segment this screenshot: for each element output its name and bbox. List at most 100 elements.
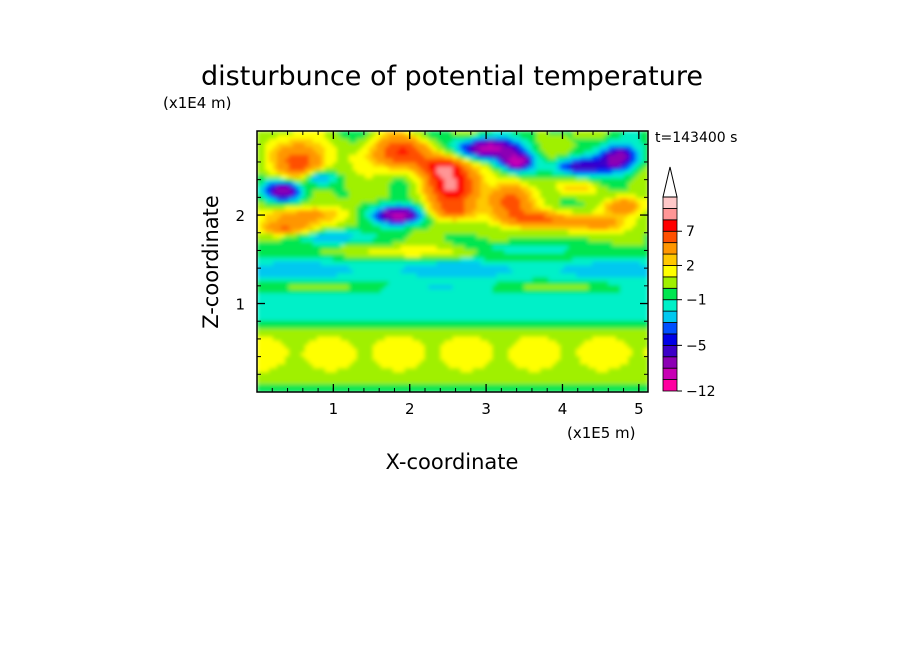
field-cell (600, 182, 605, 187)
field-cell (304, 320, 310, 326)
field-cell (260, 198, 266, 203)
field-cell (452, 245, 458, 251)
field-cell (340, 305, 346, 310)
field-cell (584, 138, 589, 144)
field-cell (548, 245, 553, 251)
field-cell (300, 178, 306, 184)
field-cell (368, 162, 374, 168)
field-cell (548, 225, 553, 231)
field-cell (516, 131, 521, 136)
field-cell (384, 297, 390, 302)
field-cell (340, 178, 346, 184)
field-cell (276, 281, 282, 286)
field-cell (292, 289, 298, 294)
field-cell (500, 277, 505, 282)
field-cell (608, 305, 613, 310)
field-cell (516, 269, 521, 274)
field-cell (304, 281, 310, 286)
field-cell (616, 182, 621, 187)
field-cell (344, 134, 350, 140)
field-cell (488, 218, 493, 223)
field-cell (444, 142, 450, 148)
field-cell (612, 297, 617, 302)
field-cell (328, 277, 334, 282)
field-cell (620, 174, 625, 180)
field-cell (444, 150, 450, 156)
field-cell (600, 289, 605, 294)
field-cell (304, 265, 310, 271)
field-cell (508, 178, 513, 184)
field-cell (508, 328, 513, 334)
field-cell (280, 166, 286, 172)
field-cell (632, 297, 637, 302)
field-cell (628, 170, 633, 176)
field-cell (308, 225, 314, 231)
field-cell (588, 194, 593, 199)
field-cell (600, 190, 605, 195)
field-cell (524, 214, 529, 219)
field-cell (636, 221, 641, 227)
field-cell (560, 138, 565, 144)
field-cell (312, 146, 318, 152)
field-cell (516, 253, 521, 259)
field-cell (344, 170, 350, 176)
field-cell (368, 316, 374, 322)
field-cell (428, 210, 434, 215)
field-cell (564, 312, 569, 318)
field-cell (476, 308, 482, 314)
field-cell (624, 301, 629, 306)
field-cell (348, 182, 354, 187)
field-cell (532, 301, 537, 306)
field-cell (400, 297, 406, 302)
field-cell (440, 265, 446, 271)
field-cell (552, 245, 557, 251)
field-cell (300, 273, 306, 278)
field-cell (260, 221, 266, 227)
field-cell (472, 174, 478, 180)
field-cell (592, 245, 597, 251)
field-cell (568, 221, 573, 227)
field-cell (460, 257, 466, 263)
field-cell (288, 237, 294, 243)
field-cell (632, 134, 637, 140)
field-cell (440, 233, 446, 239)
field-cell (504, 261, 509, 267)
field-cell (280, 158, 286, 164)
field-cell (452, 178, 458, 184)
field-cell (616, 134, 621, 140)
field-cell (644, 245, 648, 251)
field-cell (492, 261, 497, 267)
field-cell (612, 206, 617, 211)
field-cell (612, 289, 617, 294)
field-cell (440, 150, 446, 156)
field-cell (436, 312, 442, 318)
field-cell (428, 206, 434, 211)
field-cell (532, 178, 537, 184)
field-cell (360, 269, 366, 274)
field-cell (564, 324, 569, 330)
field-cell (428, 312, 434, 318)
field-cell (500, 265, 505, 271)
field-cell (380, 253, 386, 259)
field-cell (592, 249, 597, 255)
field-cell (416, 214, 422, 219)
field-cell (460, 312, 466, 318)
field-cell (432, 316, 438, 322)
field-cell (440, 245, 446, 251)
field-cell (300, 253, 306, 259)
field-cell (268, 178, 274, 184)
field-cell (560, 182, 565, 187)
field-cell (376, 257, 382, 263)
field-cell (324, 134, 330, 140)
field-cell (564, 285, 569, 290)
field-cell (472, 233, 478, 239)
field-cell (508, 186, 513, 191)
field-cell (324, 202, 330, 207)
field-cell (396, 312, 402, 318)
field-cell (280, 265, 286, 271)
field-cell (320, 241, 326, 247)
field-cell (388, 158, 394, 164)
field-cell (264, 324, 270, 330)
field-cell (384, 190, 390, 195)
field-cell (296, 265, 302, 271)
